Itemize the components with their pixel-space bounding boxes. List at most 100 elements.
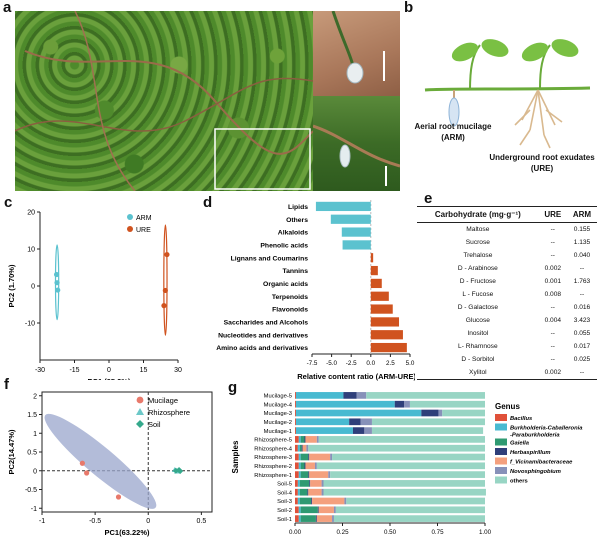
stacked-bar-segment — [295, 427, 296, 434]
table-cell: 1.763 — [573, 277, 591, 285]
stacked-bar-segment — [302, 444, 307, 452]
table-cell: -- — [550, 329, 556, 337]
stacked-bar-segment — [349, 418, 361, 426]
stacked-bar-segment — [310, 480, 322, 487]
stacked-bar-segment — [328, 471, 331, 478]
table-cell: Inositol — [467, 329, 489, 337]
stacked-bar-segment — [317, 506, 319, 514]
table-cell: -- — [579, 290, 585, 298]
stacked-bar-segment — [366, 392, 485, 399]
stacked-bar-segment — [312, 497, 345, 505]
legend-label: Burkholderia-Caballeronia — [510, 426, 583, 432]
stacked-bar-segment — [330, 453, 333, 461]
table-cell: Xylitol — [417, 365, 539, 380]
mucilage-drop-photo — [313, 11, 400, 96]
y-tick-label: -0.5 — [25, 487, 37, 494]
x-tick-label: 0.00 — [289, 529, 302, 536]
stacked-bar-chart-g: Mucilage-5 Mucilage-4 Mucilage-3 Mucilage-2… — [231, 392, 583, 536]
bar — [370, 253, 374, 263]
stacked-bar-segment — [323, 488, 486, 496]
table-cell: D - Sorbitol — [461, 355, 495, 363]
stacked-bar-segment — [298, 506, 301, 514]
stacked-bar-segment — [305, 436, 317, 443]
stacked-bar-segment — [332, 453, 485, 461]
table-row: Inositol -- 0.055 — [417, 327, 597, 340]
stacked-bar-segment — [346, 497, 485, 505]
stacked-bar-segment — [309, 453, 331, 461]
stacked-bar-segment — [442, 409, 485, 417]
table-cell: -- — [550, 251, 556, 259]
x-tick-label: 0 — [146, 518, 150, 525]
legend-swatch — [495, 467, 507, 474]
data-point — [161, 303, 167, 309]
table-row: L- Rhamnose -- 0.017 — [417, 340, 597, 353]
stacked-bar-segment — [304, 462, 306, 470]
table-cell: 0.017 — [573, 342, 591, 350]
category-label: Mucilage-2 — [264, 420, 292, 426]
stacked-bar-segment — [299, 488, 308, 496]
category-label: Amino acids and derivatives — [216, 345, 308, 352]
legend-swatch — [495, 448, 507, 455]
panel-label-g: g — [228, 379, 238, 396]
table-cell: 0.002 — [538, 365, 567, 380]
data-point — [53, 271, 60, 278]
inset-frame — [214, 128, 311, 190]
x-tick-label: -0.5 — [89, 518, 101, 525]
category-label: Mucilage-1 — [264, 429, 292, 435]
x-tick-label: 30 — [174, 367, 182, 374]
x-tick-label: -7.5 — [307, 360, 318, 367]
data-point — [177, 468, 184, 475]
x-axis-title: PC1(63.22%) — [104, 528, 150, 537]
legend-marker — [136, 420, 144, 428]
panel-label-e: e — [424, 190, 433, 207]
table-row: Sucrose -- 1.135 — [417, 236, 597, 249]
bar — [370, 278, 382, 289]
table-cell: 0.001 — [544, 277, 562, 285]
table-header: ARM — [566, 206, 597, 223]
category-label: Soil-1 — [277, 517, 292, 523]
pcoa-chart-f: Mucilage Rhizosphere Soil -1 -0.5 0 0.5 2 1.5 1 0.… — [7, 391, 213, 537]
bar — [341, 227, 371, 237]
x-tick-label: 0.5 — [197, 518, 207, 525]
panel-label-d: d — [203, 194, 213, 211]
stacked-bar-segment — [297, 497, 300, 505]
stacked-bar-segment — [295, 400, 395, 408]
category-label: Soil-2 — [277, 508, 292, 514]
stacked-bar-segment — [306, 444, 309, 452]
stacked-bar-segment — [364, 427, 372, 434]
table-cell: 0.055 — [573, 329, 591, 337]
bar — [370, 342, 407, 353]
stacked-bar-segment — [321, 480, 324, 487]
stacked-bar-segment — [304, 436, 306, 443]
table-row: Trehalose -- 0.040 — [417, 249, 597, 262]
ure-label-text: Underground root exudates — [489, 153, 595, 162]
stacked-bar-segment — [300, 471, 309, 478]
legend-label: ARM — [136, 215, 152, 222]
table-cell: Glucose — [465, 316, 490, 324]
table-row: Maltose -- 0.155 — [417, 223, 597, 236]
category-label: Mucilage-4 — [264, 402, 293, 408]
y-tick-label: -10 — [25, 321, 35, 328]
x-tick-label: -30 — [35, 367, 45, 374]
legend-label: Gaiella — [510, 441, 530, 447]
x-tick-label: 5.0 — [406, 360, 415, 367]
category-label: Tannins — [282, 268, 308, 275]
stacked-bar-segment — [308, 471, 310, 478]
stacked-bar-segment — [321, 488, 324, 496]
bar — [370, 265, 378, 276]
x-tick-label: -1 — [39, 518, 45, 525]
table-cell: D - Galactose — [457, 303, 498, 311]
data-point — [79, 460, 85, 466]
stacked-bar-segment — [343, 392, 357, 399]
stacked-bar-segment — [309, 480, 311, 487]
stacked-bar-segment — [298, 471, 301, 478]
stacked-bar-segment — [295, 506, 299, 514]
table-cell: D - Fructose — [459, 277, 496, 285]
stacked-bar-segment — [335, 506, 485, 514]
legend-swatch — [495, 476, 507, 484]
stacked-bar-segment — [311, 497, 313, 505]
stacked-bar-segment — [295, 392, 344, 399]
legend-swatch — [495, 414, 507, 421]
y-tick-label: 1 — [33, 431, 37, 438]
legend-swatch — [495, 457, 507, 465]
